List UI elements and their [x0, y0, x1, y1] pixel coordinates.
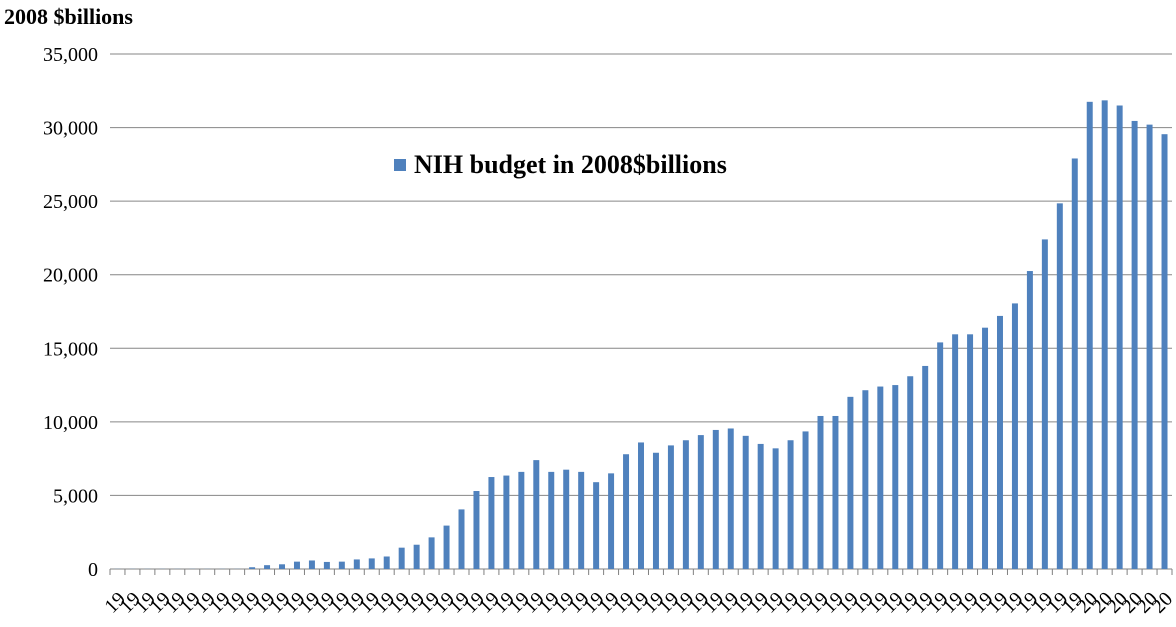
y-tick-label: 20,000: [43, 265, 98, 287]
y-tick-label: 10,000: [43, 412, 98, 434]
bar: [682, 440, 689, 569]
bar: [1131, 120, 1138, 569]
bar: [952, 334, 959, 569]
y-tick-label: 30,000: [43, 118, 98, 140]
y-tick-label: 0: [88, 559, 98, 581]
bar: [1146, 124, 1153, 569]
bar: [293, 561, 300, 569]
bar: [847, 396, 854, 569]
bar: [982, 327, 989, 569]
bar: [1116, 105, 1123, 569]
bar: [937, 342, 944, 569]
bar: [862, 390, 869, 569]
bar: [368, 558, 375, 569]
bar: [892, 385, 899, 569]
bar: [757, 443, 764, 569]
bar: [667, 445, 674, 569]
y-axis: 0 5,000 10,000 15,000 20,000 25,000 30,000 35,0…: [43, 44, 98, 581]
bar: [1011, 303, 1018, 569]
bar: [996, 315, 1003, 569]
legend-label: NIH budget in 2008$billions: [414, 150, 727, 179]
bar: [563, 469, 570, 569]
bar: [742, 435, 749, 569]
bar: [443, 525, 450, 569]
bar: [727, 428, 734, 569]
bar: [593, 482, 600, 569]
y-tick-label: 25,000: [43, 191, 98, 213]
bar: [1056, 203, 1063, 569]
bar: [697, 435, 704, 569]
bar: [518, 471, 525, 569]
y-tick-label: 35,000: [43, 44, 98, 66]
bar: [787, 440, 794, 569]
bar: [264, 565, 271, 569]
bar: [802, 431, 809, 569]
bar: [1026, 271, 1033, 569]
bar: [1161, 134, 1168, 569]
bar: [638, 442, 644, 569]
y-unit-label: 2008 $billions: [4, 4, 133, 29]
bar: [338, 561, 345, 569]
bar: [623, 454, 630, 569]
bar: [907, 376, 914, 569]
bar: [413, 544, 420, 569]
bar: [967, 334, 974, 569]
bar: [488, 477, 495, 569]
x-axis: 1919191919191919191919191919191919191919…: [100, 569, 1176, 618]
bar: [548, 471, 555, 569]
bar: [383, 556, 390, 569]
bar: [473, 491, 480, 569]
bar: [832, 415, 839, 569]
bar: [608, 473, 615, 569]
bar: [1101, 100, 1108, 569]
bar: [308, 560, 315, 569]
bar: [772, 448, 779, 569]
bar: [503, 475, 510, 569]
bar: [1071, 158, 1078, 569]
bar: [1041, 239, 1048, 569]
bar: [922, 365, 929, 569]
bar: [323, 561, 330, 569]
y-tick-label: 5,000: [53, 485, 98, 507]
legend-swatch: [394, 159, 406, 171]
bars: [114, 100, 1168, 570]
bar: [1086, 101, 1093, 570]
bar: [353, 559, 360, 569]
legend: NIH budget in 2008$billions: [394, 150, 727, 180]
bar: [279, 564, 286, 569]
bar: [398, 547, 405, 569]
bar: [458, 509, 465, 569]
y-tick-label: 15,000: [43, 338, 98, 360]
bar: [877, 386, 884, 569]
bar: [249, 567, 256, 569]
bar: [712, 429, 719, 569]
bar: [578, 471, 585, 569]
bar: [533, 460, 540, 569]
bar: [428, 537, 435, 569]
bar: [817, 415, 824, 569]
bar: [652, 452, 659, 569]
